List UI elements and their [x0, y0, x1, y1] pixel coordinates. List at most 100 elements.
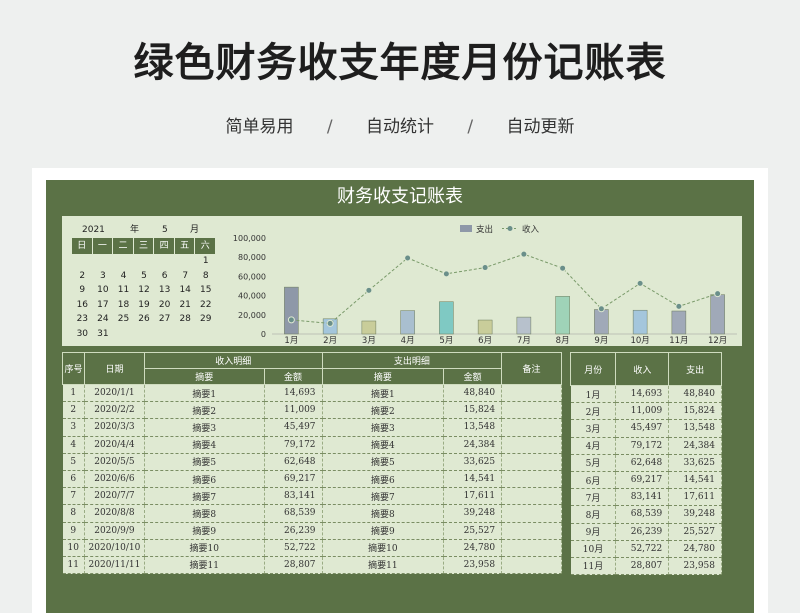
cell-month-expense[interactable]: 14,541	[668, 471, 722, 490]
cell-out-summary[interactable]: 摘要1	[322, 384, 445, 403]
cell-out-amount[interactable]: 14,541	[443, 470, 503, 489]
calendar-day[interactable]: 3	[100, 270, 106, 281]
cell-month-month[interactable]: 2月	[570, 402, 617, 421]
cell-month-expense[interactable]: 17,611	[668, 488, 722, 507]
cell-in-summary[interactable]: 摘要11	[144, 556, 265, 575]
calendar-day[interactable]: 26	[138, 314, 150, 324]
cell-month-expense[interactable]: 25,527	[668, 523, 722, 541]
cell-in-amount[interactable]: 14,693	[264, 384, 323, 403]
cell-month-month[interactable]: 8月	[570, 505, 617, 524]
cell-index[interactable]: 1	[62, 384, 85, 403]
cell-remark[interactable]	[501, 556, 562, 575]
cell-date[interactable]: 2020/9/9	[84, 522, 145, 540]
cell-month-income[interactable]: 11,009	[615, 402, 670, 421]
calendar-day[interactable]: 20	[158, 299, 171, 310]
cell-out-summary[interactable]: 摘要3	[322, 418, 445, 437]
cell-date[interactable]: 2020/1/1	[84, 384, 145, 403]
cell-month-month[interactable]: 1月	[570, 385, 617, 404]
cell-date[interactable]: 2020/5/5	[84, 453, 145, 471]
cell-index[interactable]: 11	[62, 556, 85, 575]
cell-remark[interactable]	[501, 436, 562, 454]
calendar-day[interactable]: 17	[97, 299, 109, 310]
cell-out-amount[interactable]: 24,384	[443, 436, 503, 454]
cell-in-amount[interactable]: 62,648	[264, 453, 323, 471]
cell-month-income[interactable]: 28,807	[615, 557, 670, 576]
cell-in-summary[interactable]: 摘要2	[144, 401, 265, 420]
calendar-day[interactable]: 14	[179, 285, 191, 295]
calendar-year[interactable]: 2021	[82, 225, 105, 235]
cell-month-income[interactable]: 14,693	[615, 385, 670, 404]
calendar-day[interactable]: 1	[202, 256, 209, 266]
cell-out-amount[interactable]: 48,840	[443, 384, 503, 403]
cell-out-amount[interactable]: 15,824	[443, 401, 503, 420]
cell-month-expense[interactable]: 15,824	[668, 402, 722, 421]
cell-out-amount[interactable]: 39,248	[443, 504, 503, 523]
cell-month-expense[interactable]: 24,780	[668, 540, 722, 558]
cell-date[interactable]: 2020/3/3	[84, 418, 145, 437]
cell-in-summary[interactable]: 摘要6	[144, 470, 265, 489]
calendar-day[interactable]: 13	[158, 285, 171, 295]
cell-in-amount[interactable]: 68,539	[264, 504, 323, 523]
cell-out-summary[interactable]: 摘要9	[322, 522, 445, 540]
cell-out-amount[interactable]: 17,611	[443, 487, 503, 506]
calendar-day[interactable]: 10	[97, 285, 109, 295]
cell-remark[interactable]	[501, 539, 562, 557]
cell-index[interactable]: 4	[62, 436, 85, 454]
cell-in-summary[interactable]: 摘要9	[144, 522, 265, 540]
cell-out-amount[interactable]: 23,958	[443, 556, 503, 575]
cell-month-month[interactable]: 5月	[570, 454, 617, 472]
cell-index[interactable]: 6	[62, 470, 85, 489]
calendar-day[interactable]: 12	[138, 285, 150, 295]
cell-out-summary[interactable]: 摘要5	[322, 453, 445, 471]
cell-date[interactable]: 2020/11/11	[84, 556, 145, 575]
calendar-day[interactable]: 27	[158, 314, 171, 324]
cell-index[interactable]: 10	[62, 539, 85, 557]
cell-month-month[interactable]: 10月	[570, 540, 617, 558]
cell-remark[interactable]	[501, 470, 562, 489]
calendar-day[interactable]: 25	[117, 314, 130, 324]
cell-index[interactable]: 5	[62, 453, 85, 471]
cell-out-summary[interactable]: 摘要4	[322, 436, 445, 454]
cell-month-income[interactable]: 62,648	[615, 454, 670, 472]
cell-month-expense[interactable]: 13,548	[668, 419, 722, 438]
calendar-day[interactable]: 22	[200, 299, 212, 310]
cell-out-summary[interactable]: 摘要11	[322, 556, 445, 575]
cell-month-income[interactable]: 45,497	[615, 419, 670, 438]
calendar-day[interactable]: 15	[200, 285, 212, 295]
cell-month-month[interactable]: 7月	[570, 488, 617, 507]
cell-out-amount[interactable]: 25,527	[443, 522, 503, 540]
cell-date[interactable]: 2020/10/10	[84, 539, 145, 557]
cell-out-summary[interactable]: 摘要10	[322, 539, 445, 557]
cell-remark[interactable]	[501, 384, 562, 403]
cell-in-amount[interactable]: 69,217	[264, 470, 323, 489]
calendar-day[interactable]: 4	[120, 270, 127, 281]
cell-index[interactable]: 8	[62, 504, 85, 523]
cell-in-summary[interactable]: 摘要1	[144, 384, 265, 403]
cell-in-amount[interactable]: 28,807	[264, 556, 323, 575]
cell-month-income[interactable]: 26,239	[615, 523, 670, 541]
cell-month-income[interactable]: 79,172	[615, 437, 670, 455]
calendar-day[interactable]: 8	[202, 270, 209, 281]
cell-month-income[interactable]: 68,539	[615, 505, 670, 524]
calendar-day[interactable]: 21	[179, 299, 191, 310]
cell-month-income[interactable]: 69,217	[615, 471, 670, 490]
calendar-day[interactable]: 11	[117, 285, 130, 295]
cell-out-amount[interactable]: 24,780	[443, 539, 503, 557]
calendar-day[interactable]: 19	[138, 299, 150, 310]
cell-month-expense[interactable]: 39,248	[668, 505, 722, 524]
cell-out-summary[interactable]: 摘要6	[322, 470, 445, 489]
cell-remark[interactable]	[501, 401, 562, 420]
calendar-day[interactable]: 9	[79, 285, 86, 295]
cell-in-amount[interactable]: 52,722	[264, 539, 323, 557]
cell-date[interactable]: 2020/4/4	[84, 436, 145, 454]
cell-month-expense[interactable]: 24,384	[668, 437, 722, 455]
calendar-day[interactable]: 18	[117, 299, 130, 310]
cell-month-month[interactable]: 3月	[570, 419, 617, 438]
cell-index[interactable]: 2	[62, 401, 85, 420]
cell-out-summary[interactable]: 摘要8	[322, 504, 445, 523]
cell-remark[interactable]	[501, 487, 562, 506]
cell-month-expense[interactable]: 33,625	[668, 454, 722, 472]
cell-date[interactable]: 2020/2/2	[84, 401, 145, 420]
calendar-month[interactable]: 5	[162, 225, 168, 235]
cell-in-summary[interactable]: 摘要10	[144, 539, 265, 557]
